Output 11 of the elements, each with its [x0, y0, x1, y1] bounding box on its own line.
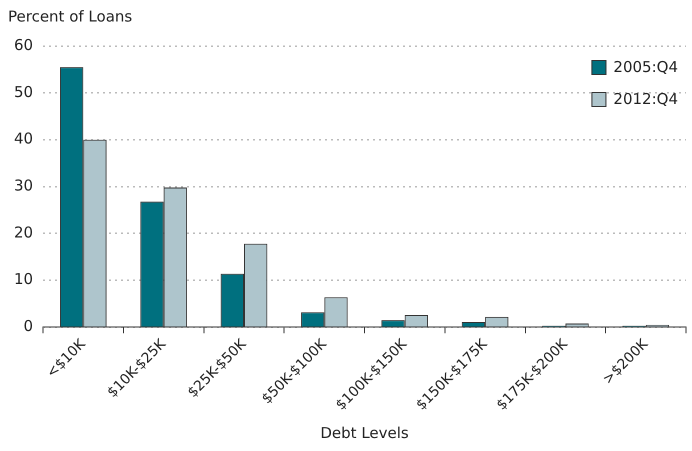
y-tick-label: 50	[14, 82, 34, 101]
legend-label: 2012:Q4	[613, 90, 678, 108]
x-axis-title: Debt Levels	[320, 424, 409, 442]
legend-label: 2005:Q4	[613, 58, 678, 76]
y-axis-title: Percent of Loans	[8, 7, 132, 26]
y-tick-label: 40	[14, 130, 34, 148]
y-tick-label: 20	[14, 223, 34, 242]
y-tick-label: 10	[14, 270, 34, 288]
y-tick-label: 0	[24, 317, 34, 336]
y-tick-label: 60	[14, 36, 34, 54]
y-tick-label: 30	[14, 176, 34, 194]
